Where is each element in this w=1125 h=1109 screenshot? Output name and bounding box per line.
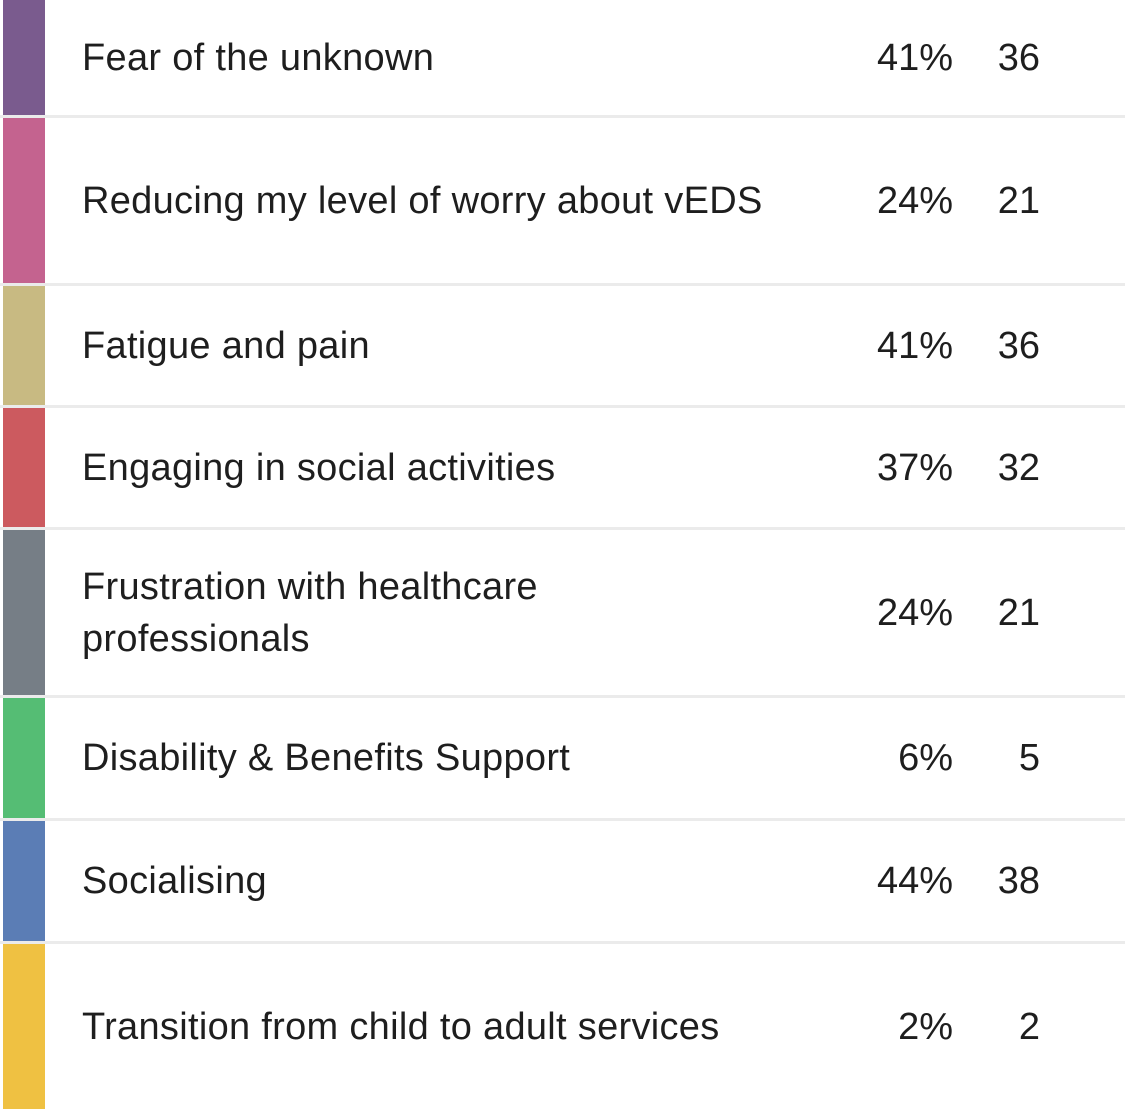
color-swatch xyxy=(3,0,45,115)
response-percent: 41% xyxy=(876,324,953,367)
response-count: 21 xyxy=(997,591,1040,634)
color-swatch xyxy=(3,408,45,527)
table-row: Socialising 44% 38 xyxy=(0,821,1125,944)
table-row: Reducing my level of worry about vEDS 24… xyxy=(0,118,1125,286)
answer-label: Frustration with healthcare professional… xyxy=(82,565,538,660)
response-percent: 37% xyxy=(876,446,953,489)
response-count: 36 xyxy=(997,324,1040,367)
response-count: 5 xyxy=(1018,737,1040,779)
answer-label: Transition from child to adult services xyxy=(82,1005,720,1048)
response-count: 32 xyxy=(997,446,1040,489)
answer-label: Socialising xyxy=(82,860,267,902)
answer-label: Fatigue and pain xyxy=(82,324,370,367)
answer-label: Fear of the unknown xyxy=(82,36,435,79)
answer-label: Reducing my level of worry about vEDS xyxy=(82,179,763,222)
response-count: 36 xyxy=(997,36,1040,79)
color-swatch xyxy=(3,530,45,695)
table-row: Transition from child to adult services … xyxy=(0,944,1125,1109)
response-count: 2 xyxy=(1018,1005,1040,1048)
color-swatch xyxy=(3,944,45,1109)
table-row: Fear of the unknown 41% 36 xyxy=(0,0,1125,118)
table-row: Disability & Benefits Support 6% 5 xyxy=(0,698,1125,821)
response-percent: 6% xyxy=(898,737,953,779)
table-row: Fatigue and pain 41% 36 xyxy=(0,286,1125,408)
table-row: Engaging in social activities 37% 32 xyxy=(0,408,1125,530)
color-swatch xyxy=(3,118,45,283)
response-percent: 41% xyxy=(876,36,953,79)
color-swatch xyxy=(3,698,45,818)
response-count: 38 xyxy=(997,860,1040,902)
response-percent: 44% xyxy=(876,860,953,902)
response-percent: 24% xyxy=(876,179,953,222)
answer-label: Engaging in social activities xyxy=(82,446,556,489)
response-count: 21 xyxy=(997,179,1040,222)
color-swatch xyxy=(3,821,45,941)
response-percent: 2% xyxy=(898,1005,953,1048)
table-row: Frustration with healthcare professional… xyxy=(0,530,1125,698)
answer-label: Disability & Benefits Support xyxy=(82,737,571,779)
color-swatch xyxy=(3,286,45,405)
response-percent: 24% xyxy=(876,591,953,634)
